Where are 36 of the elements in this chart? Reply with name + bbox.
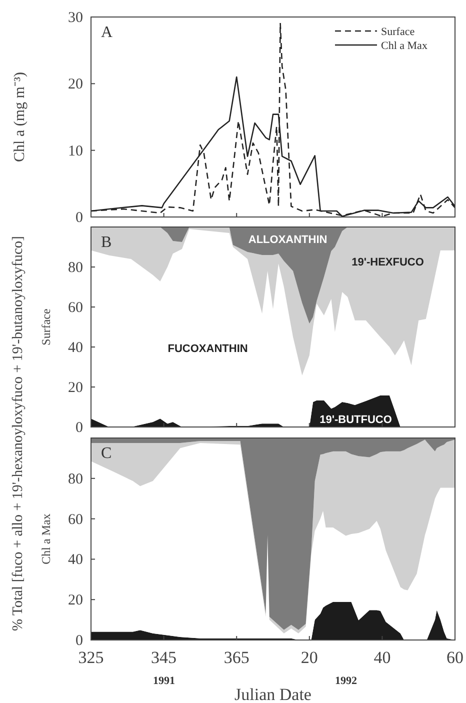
y-tick-label: 40 (68, 340, 83, 356)
series-label: 19'-BUTFUCO (320, 414, 392, 426)
text: 1991 (153, 675, 175, 687)
y-axis-title: Chl a (mg m⁻³) (12, 72, 28, 162)
y-tick-label: 0 (76, 633, 83, 649)
y-tick-label: 40 (68, 552, 83, 568)
x-axis-title: Julian Date (234, 685, 312, 703)
y-tick-label: 10 (68, 143, 83, 160)
y-tick-label: 0 (76, 420, 83, 436)
x-tick-label: 20 (300, 648, 318, 667)
y-tick-label: 20 (68, 380, 83, 396)
y-tick-label: 80 (68, 260, 83, 276)
x-tick-label: 325 (78, 648, 104, 667)
y-tick-label: 20 (68, 592, 83, 609)
legend-label: Chl a Max (381, 40, 428, 52)
series-label: ALLOXANTHIN (248, 234, 328, 246)
chart-title: A (101, 24, 113, 41)
y-axis-title: Chl a Max (39, 514, 53, 564)
y-tick-label: 60 (68, 300, 83, 316)
text: 1992 (335, 675, 358, 687)
y-tick-label: 0 (76, 210, 83, 226)
y-tick-label: 80 (68, 471, 83, 488)
series-label: 19'-HEXFUCO (352, 256, 424, 269)
y-tick-label: 60 (68, 512, 83, 528)
y-tick-label: 30 (68, 10, 83, 26)
x-tick-label: 365 (224, 648, 250, 667)
legend-label: Surface (381, 26, 415, 38)
chart-title: B (101, 234, 112, 251)
text: % Total [fuco + allo + 19'-hexanoyloxyfuco + 19'-butanoyloxyfuco] (10, 236, 26, 631)
x-tick-label: 345 (151, 648, 177, 667)
series-label: FUCOXANTHIN (168, 343, 248, 356)
chart-title: C (101, 445, 112, 462)
y-tick-label: 20 (68, 76, 83, 93)
y-axis-title: Surface (39, 308, 53, 346)
x-tick-label: 40 (374, 648, 391, 667)
x-tick-label: 60 (446, 648, 464, 667)
